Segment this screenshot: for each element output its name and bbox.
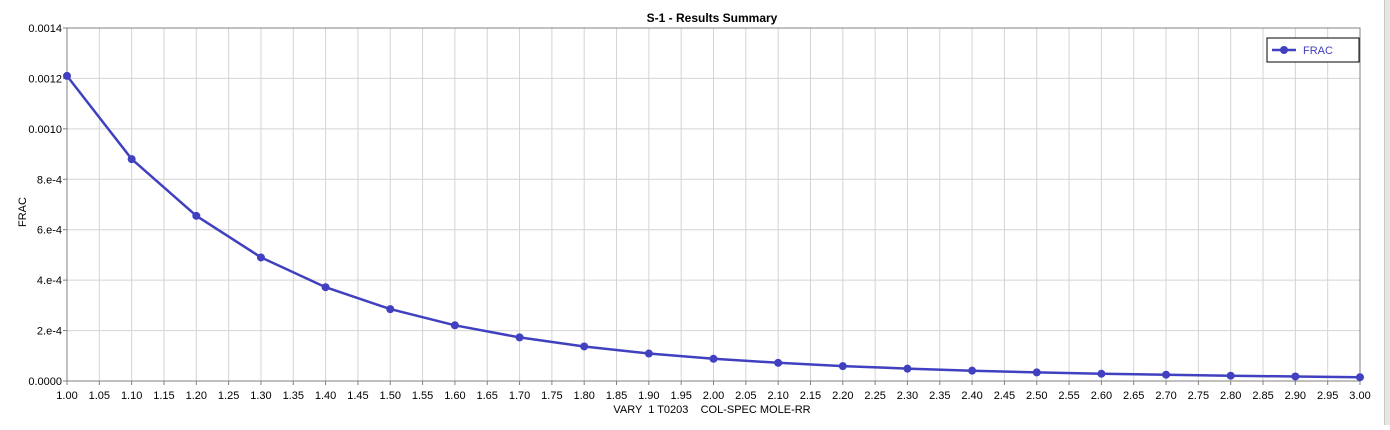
data-point	[903, 364, 912, 373]
data-point	[515, 333, 524, 342]
x-tick-label: 2.35	[929, 390, 950, 402]
x-tick-label: 2.25	[864, 390, 885, 402]
data-point	[644, 349, 653, 358]
data-point	[709, 354, 718, 363]
x-tick-label: 1.55	[412, 390, 433, 402]
data-point	[1097, 369, 1106, 378]
x-tick-label: 3.00	[1349, 390, 1370, 402]
data-point	[1032, 368, 1041, 377]
x-axis-tick-labels: 1.00 1.05 1.10 1.15 1.20 1.25 1.30 1.35 1.40 1.45…	[56, 390, 1370, 402]
data-point	[1291, 372, 1300, 381]
x-tick-label: 1.95	[670, 390, 691, 402]
x-tick-label: 1.10	[121, 390, 142, 402]
data-point	[838, 362, 847, 371]
data-point	[450, 321, 459, 330]
x-tick-label: 2.80	[1220, 390, 1241, 402]
x-tick-label: 1.50	[380, 390, 401, 402]
x-tick-label: 1.70	[509, 390, 530, 402]
y-tick-label: 0.0012	[28, 73, 62, 85]
x-tick-label: 2.65	[1123, 390, 1144, 402]
x-tick-label: 1.40	[315, 390, 336, 402]
x-tick-label: 1.35	[283, 390, 304, 402]
x-tick-label: 1.25	[218, 390, 239, 402]
data-point	[256, 253, 265, 262]
x-tick-label: 2.85	[1252, 390, 1273, 402]
x-tick-label: 1.20	[186, 390, 207, 402]
x-tick-label: 2.75	[1188, 390, 1209, 402]
x-tick-label: 2.70	[1155, 390, 1176, 402]
data-point	[127, 155, 136, 164]
data-point	[968, 366, 977, 375]
y-tick-label: 4.e-4	[37, 275, 62, 287]
x-tick-label: 1.30	[250, 390, 271, 402]
x-tick-label: 1.60	[444, 390, 465, 402]
y-axis-tick-labels: 0.0000 2.e-4 4.e-4 6.e-4 8.e-4 0.0010 0.0012 0.…	[28, 23, 62, 388]
x-tick-label: 2.45	[994, 390, 1015, 402]
data-point	[321, 283, 330, 292]
x-tick-label: 2.40	[961, 390, 982, 402]
series-layer	[63, 71, 1364, 382]
chart-title: S-1 - Results Summary	[647, 11, 778, 25]
x-tick-label: 1.15	[153, 390, 174, 402]
x-tick-label: 2.90	[1285, 390, 1306, 402]
x-tick-label: 2.15	[800, 390, 821, 402]
y-tick-label: 0.0014	[28, 23, 62, 35]
y-tick-label: 0.0010	[28, 124, 62, 136]
x-tick-label: 2.60	[1091, 390, 1112, 402]
legend-marker	[1280, 46, 1288, 54]
y-tick-label: 2.e-4	[37, 326, 62, 338]
y-tick-label: 8.e-4	[37, 174, 62, 186]
grid-lines	[63, 27, 1361, 385]
x-tick-label: 2.20	[832, 390, 853, 402]
x-tick-label: 1.00	[56, 390, 77, 402]
x-tick-label: 2.05	[735, 390, 756, 402]
x-tick-label: 1.85	[606, 390, 627, 402]
x-tick-label: 2.30	[897, 390, 918, 402]
x-tick-label: 1.45	[347, 390, 368, 402]
x-tick-label: 2.00	[703, 390, 724, 402]
legend: FRAC	[1266, 37, 1360, 63]
x-tick-label: 1.90	[638, 390, 659, 402]
data-point	[192, 211, 201, 220]
x-tick-label: 2.50	[1026, 390, 1047, 402]
data-point	[1226, 371, 1235, 380]
y-tick-label: 6.e-4	[37, 225, 62, 237]
data-point	[1356, 373, 1364, 382]
x-tick-label: 2.55	[1058, 390, 1079, 402]
data-point	[63, 71, 71, 80]
data-point	[386, 305, 395, 314]
x-tick-label: 1.75	[541, 390, 562, 402]
x-axis-label: VARY 1 T0203 COL-SPEC MOLE-RR	[613, 404, 810, 416]
plot-area-border	[66, 27, 1361, 382]
y-tick-label: 0.0000	[28, 376, 62, 388]
data-point	[774, 358, 783, 367]
y-axis-label: FRAC	[17, 197, 29, 227]
window-edge	[1384, 0, 1390, 425]
data-point	[1162, 370, 1171, 379]
data-point	[580, 342, 589, 351]
x-tick-label: 1.65	[477, 390, 498, 402]
x-tick-label: 1.05	[89, 390, 110, 402]
x-tick-label: 2.95	[1317, 390, 1338, 402]
x-tick-label: 1.80	[573, 390, 594, 402]
legend-entry-frac: FRAC	[1303, 45, 1333, 57]
x-tick-label: 2.10	[767, 390, 788, 402]
